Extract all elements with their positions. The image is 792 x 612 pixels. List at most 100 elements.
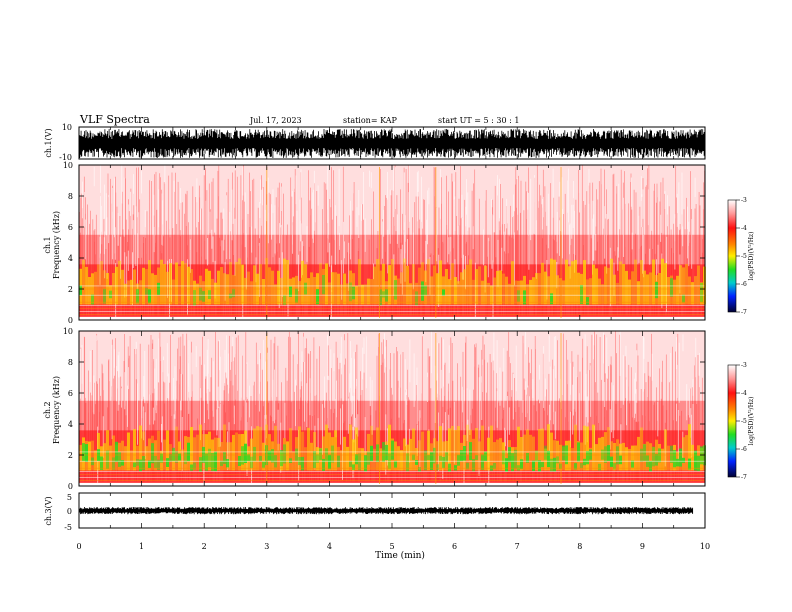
colorbar-tick-label: -7 (741, 474, 747, 481)
spectrogram-green-cell (676, 458, 679, 467)
spectrogram-yellow-cell (391, 259, 394, 305)
spectrogram-yellow-cell (466, 424, 469, 471)
spectrogram-yellow-cell (598, 437, 601, 471)
spectrogram-yellow-cell (205, 268, 208, 305)
spectrogram-yellow-cell (397, 446, 400, 471)
spectrogram-yellow-cell (253, 265, 256, 305)
spectrogram-yellow-cell (130, 450, 133, 471)
spectrogram-yellow-cell (613, 443, 616, 471)
spectrogram-yellow-cell (307, 427, 310, 471)
spectrogram-green-cell (259, 455, 262, 462)
spectrogram-yellow-cell (577, 272, 580, 305)
spectrogram-yellow-cell (682, 437, 685, 471)
ch3-waveform-trace (78, 507, 694, 515)
spectrogram-yellow-cell (451, 263, 454, 305)
spectrogram-green-cell (289, 458, 292, 463)
spectrogram-green-cell (139, 459, 142, 472)
freq-tick-label: 0 (68, 316, 73, 325)
freq-tick-label: 6 (68, 389, 73, 398)
spectrogram-green-cell (415, 460, 418, 465)
spectrogram-green-cell (175, 451, 178, 463)
spectrogram-yellow-cell (250, 281, 253, 305)
spectrogram-yellow-cell (358, 447, 361, 471)
spectrogram-yellow-cell (661, 448, 664, 471)
spectrogram-yellow-cell (667, 445, 670, 471)
spectrogram-yellow-cell (649, 443, 652, 471)
spectrogram-green-cell (613, 463, 616, 470)
spectrogram-yellow-cell (97, 264, 100, 305)
ch3-ytick-mid: 0 (67, 507, 72, 516)
spectrogram-green-cell (466, 462, 469, 470)
spectrogram-green-cell (505, 458, 508, 472)
ch1-ytick-bottom: -10 (59, 153, 72, 162)
spectrogram-yellow-cell (235, 432, 238, 471)
spectrogram-green-cell (442, 289, 445, 296)
spectrogram-yellow-cell (643, 270, 646, 305)
spectrogram-green-cell (604, 446, 607, 463)
spectrogram-green-cell (316, 454, 319, 463)
spectrogram-yellow-cell (79, 444, 82, 471)
spectrogram-yellow-cell (370, 279, 373, 305)
spectrogram-yellow-cell (520, 280, 523, 305)
time-tick-label: 2 (202, 542, 207, 551)
spectrogram-green-cell (556, 456, 559, 464)
spectrogram-green-cell (697, 455, 700, 472)
spectrogram-yellow-cell (286, 441, 289, 471)
spectrogram-yellow-cell (694, 276, 697, 305)
spectrogram-yellow-cell (301, 260, 304, 305)
ch2-spectrogram-image (78, 331, 706, 490)
spectrogram-yellow-cell (193, 437, 196, 471)
spectrogram-yellow-cell (241, 264, 244, 305)
spectrogram-yellow-cell (100, 261, 103, 305)
spectrogram-yellow-cell (625, 270, 628, 305)
spectrogram-yellow-cell (274, 284, 277, 305)
spectrogram-yellow-cell (535, 450, 538, 471)
time-tick-label: 8 (577, 542, 582, 551)
spectrogram-green-cell (619, 455, 622, 465)
spectrogram-yellow-cell (172, 279, 175, 305)
spectrogram-yellow-cell (127, 432, 130, 471)
spectrogram-green-cell (598, 463, 601, 471)
spectrogram-green-cell (364, 455, 367, 472)
ch2-colorbar: -3 -4 -5 -6 -7 log(PSD)(V²/Hz) (727, 362, 755, 481)
ch1-colorbar-gradient (727, 199, 737, 313)
spectrogram-yellow-cell (637, 281, 640, 305)
spectrogram-yellow-cell (181, 261, 184, 305)
freq-tick-label: 2 (68, 451, 73, 460)
spectrogram-yellow-cell (475, 428, 478, 471)
spectrogram-yellow-cell (541, 262, 544, 305)
spectrogram-yellow-cell (418, 440, 421, 471)
spectrogram-green-cell (544, 445, 547, 460)
spectrogram-yellow-cell (127, 280, 130, 305)
spectrogram-yellow-cell (208, 270, 211, 305)
time-axis: 0 1 2 3 4 5 6 7 8 9 10 (76, 127, 710, 551)
spectrogram-green-cell (109, 290, 112, 299)
spectrogram-green-cell (472, 459, 475, 472)
spectrogram-yellow-cell (517, 280, 520, 305)
spectrogram-yellow-cell (433, 265, 436, 305)
spectrogram-band-0 (79, 165, 705, 235)
spectrogram-green-cell (583, 458, 586, 466)
spectrogram-green-cell (427, 454, 430, 461)
spectrogram-yellow-cell (388, 424, 391, 471)
spectrogram-yellow-cell (586, 279, 589, 305)
spectrogram-yellow-cell (148, 260, 151, 305)
spectrogram-yellow-cell (334, 272, 337, 305)
spectrogram-yellow-cell (595, 444, 598, 471)
spectrogram-yellow-cell (454, 430, 457, 471)
spectrogram-yellow-cell (259, 426, 262, 471)
time-tick-label: 6 (452, 542, 457, 551)
spectrogram-yellow-cell (223, 424, 226, 471)
spectrogram-yellow-cell (580, 442, 583, 471)
spectrogram-yellow-cell (616, 282, 619, 305)
ch1-waveform-panel: 10 -10 ch.1(V) (44, 123, 706, 162)
spectrogram-green-cell (250, 456, 253, 469)
spectrogram-yellow-cell (229, 262, 232, 305)
spectrogram-yellow-cell (136, 445, 139, 471)
spectrogram-yellow-cell (262, 442, 265, 471)
spectrogram-yellow-cell (94, 271, 97, 305)
spectrogram-yellow-cell (103, 270, 106, 305)
spectrogram-green-cell (463, 446, 466, 461)
spectrogram-yellow-cell (550, 432, 553, 471)
spectrogram-green-cell (214, 451, 217, 472)
